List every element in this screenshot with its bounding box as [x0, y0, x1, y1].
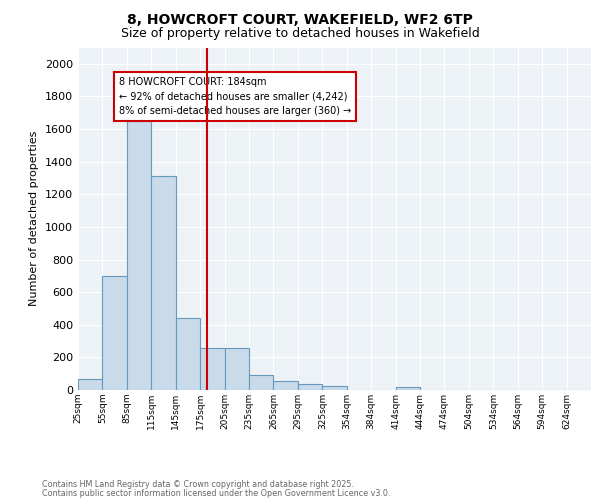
Text: Contains HM Land Registry data © Crown copyright and database right 2025.: Contains HM Land Registry data © Crown c…	[42, 480, 354, 489]
Bar	[274, 381, 298, 390]
Text: Contains public sector information licensed under the Open Government Licence v3: Contains public sector information licen…	[42, 489, 391, 498]
Bar	[200, 348, 224, 390]
Bar	[127, 121, 151, 390]
Bar	[322, 386, 347, 390]
Bar	[103, 276, 127, 390]
Bar	[298, 384, 322, 390]
Text: 8 HOWCROFT COURT: 184sqm
← 92% of detached houses are smaller (4,242)
8% of semi: 8 HOWCROFT COURT: 184sqm ← 92% of detach…	[119, 76, 351, 116]
Text: 8, HOWCROFT COURT, WAKEFIELD, WF2 6TP: 8, HOWCROFT COURT, WAKEFIELD, WF2 6TP	[127, 12, 473, 26]
Y-axis label: Number of detached properties: Number of detached properties	[29, 131, 40, 306]
Bar	[395, 386, 420, 390]
Bar	[224, 348, 249, 390]
Text: Size of property relative to detached houses in Wakefield: Size of property relative to detached ho…	[121, 28, 479, 40]
Bar	[176, 318, 200, 390]
Bar	[249, 376, 274, 390]
Bar	[78, 380, 103, 390]
Bar	[151, 176, 176, 390]
